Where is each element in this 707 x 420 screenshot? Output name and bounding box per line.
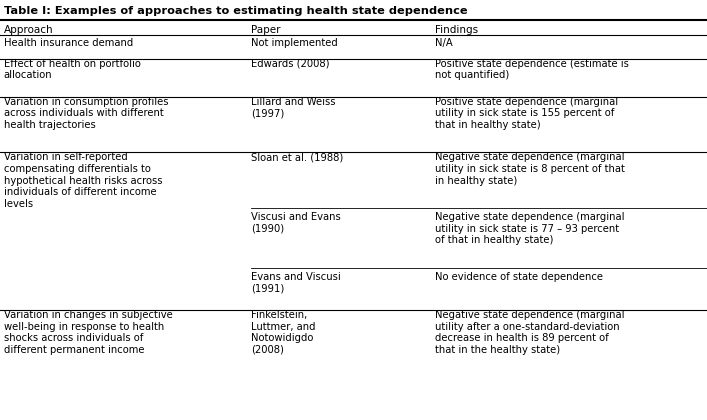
Text: Positive state dependence (estimate is
not quantified): Positive state dependence (estimate is n… bbox=[435, 58, 629, 80]
Text: Not implemented: Not implemented bbox=[251, 38, 338, 48]
Text: Findings: Findings bbox=[435, 25, 478, 35]
Text: Negative state dependence (marginal
utility in sick state is 77 – 93 percent
of : Negative state dependence (marginal util… bbox=[435, 212, 624, 245]
Text: Negative state dependence (marginal
utility after a one-standard-deviation
decre: Negative state dependence (marginal util… bbox=[435, 310, 624, 355]
Text: Health insurance demand: Health insurance demand bbox=[4, 38, 133, 48]
Text: Edwards (2008): Edwards (2008) bbox=[251, 58, 329, 68]
Text: Effect of health on portfolio
allocation: Effect of health on portfolio allocation bbox=[4, 58, 141, 80]
Text: Approach: Approach bbox=[4, 25, 53, 35]
Text: Sloan et al. (1988): Sloan et al. (1988) bbox=[251, 152, 343, 163]
Text: Variation in consumption profiles
across individuals with different
health traje: Variation in consumption profiles across… bbox=[4, 97, 168, 130]
Text: Variation in self-reported
compensating differentials to
hypothetical health ris: Variation in self-reported compensating … bbox=[4, 152, 162, 209]
Text: Table I: Examples of approaches to estimating health state dependence: Table I: Examples of approaches to estim… bbox=[4, 6, 467, 16]
Text: Positive state dependence (marginal
utility in sick state is 155 percent of
that: Positive state dependence (marginal util… bbox=[435, 97, 618, 130]
Text: No evidence of state dependence: No evidence of state dependence bbox=[435, 272, 603, 282]
Text: Viscusi and Evans
(1990): Viscusi and Evans (1990) bbox=[251, 212, 341, 234]
Text: N/A: N/A bbox=[435, 38, 452, 48]
Text: Paper: Paper bbox=[251, 25, 281, 35]
Text: Variation in changes in subjective
well-being in response to health
shocks acros: Variation in changes in subjective well-… bbox=[4, 310, 173, 355]
Text: Finkelstein,
Luttmer, and
Notowidigdo
(2008): Finkelstein, Luttmer, and Notowidigdo (2… bbox=[251, 310, 315, 355]
Text: Negative state dependence (marginal
utility in sick state is 8 percent of that
i: Negative state dependence (marginal util… bbox=[435, 152, 625, 186]
Text: Lillard and Weiss
(1997): Lillard and Weiss (1997) bbox=[251, 97, 336, 118]
Text: Evans and Viscusi
(1991): Evans and Viscusi (1991) bbox=[251, 272, 341, 293]
